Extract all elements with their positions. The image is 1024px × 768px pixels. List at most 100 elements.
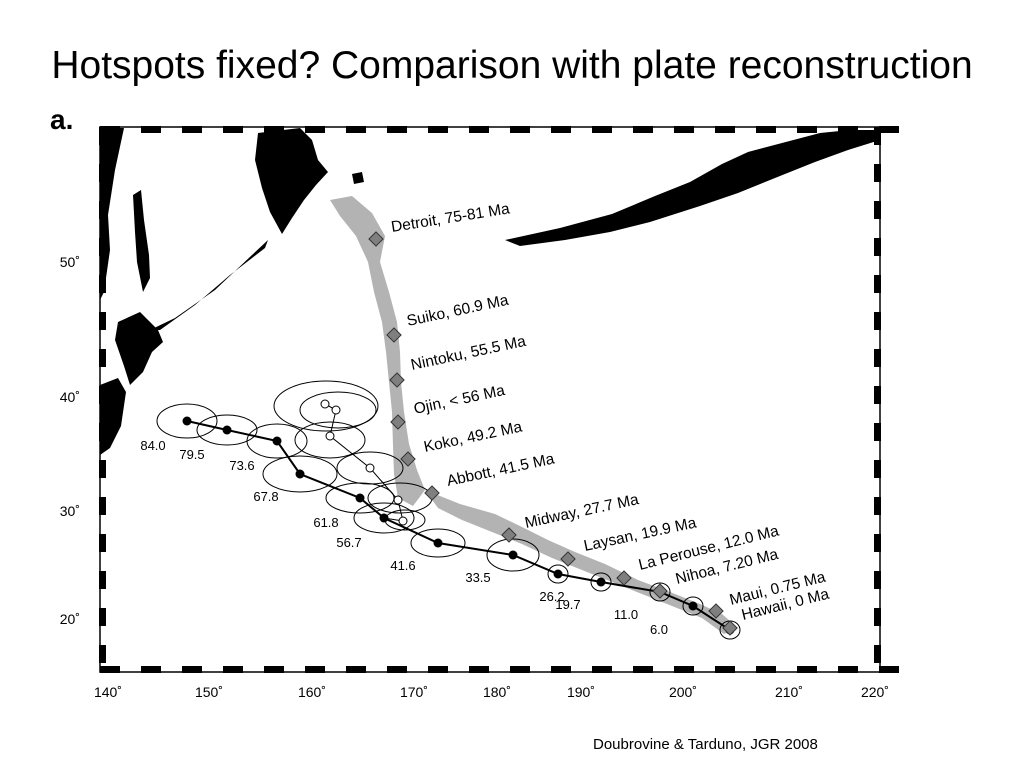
x-tick-label: 210˚ (775, 684, 803, 700)
frame-dash (141, 666, 161, 673)
x-tick-label: 170˚ (400, 684, 428, 700)
frame-dashes (99, 126, 899, 673)
frame-dash (874, 349, 881, 367)
kuril-islands (150, 240, 268, 330)
site-marker-icon (389, 372, 405, 388)
uncertainty-ellipse (649, 582, 671, 602)
frame-dash (551, 126, 571, 133)
frame-dash (223, 126, 243, 133)
age-label: 67.8 (253, 489, 278, 504)
site-label: Koko, 49.2 Ma (422, 418, 524, 455)
plate-reconstruction-tracks: 84.0 79.5 73.6 67.8 61.8 56.7 41.6 33.5 26.219.7… (140, 380, 741, 640)
frame-dash (874, 201, 881, 219)
hokkaido-land (115, 312, 163, 385)
site-marker-icon (560, 551, 576, 567)
frame-dash (469, 126, 489, 133)
frame-dash (874, 275, 881, 293)
site-label: Detroit, 75-81 Ma (390, 200, 511, 236)
frame-dash (756, 666, 776, 673)
frame-dash (182, 666, 202, 673)
age-label: 33.5 (465, 570, 490, 585)
frame-dash (674, 126, 694, 133)
frame-dash (428, 666, 448, 673)
sakhalin-land (133, 190, 150, 292)
frame-dash (874, 423, 881, 441)
frame-dash (797, 126, 817, 133)
uncertainty-ellipse (273, 380, 379, 432)
axis-ticks: 140˚ 150˚ 160˚ 170˚ 180˚ 190˚ 200˚ 210˚ 220˚ 20˚ 3… (60, 254, 889, 700)
frame-dash (874, 608, 881, 626)
komandorski-islands (352, 172, 364, 184)
track-point (433, 538, 443, 548)
x-tick-label: 160˚ (298, 684, 326, 700)
site-marker-icon (652, 583, 668, 599)
frame-dash (305, 666, 325, 673)
frame-dash (633, 126, 653, 133)
age-label: 61.8 (313, 515, 338, 530)
frame-dash (756, 126, 776, 133)
y-tick-label: 50˚ (60, 254, 80, 270)
y-tick-label: 20˚ (60, 611, 80, 627)
track-point (295, 469, 305, 479)
x-tick-label: 190˚ (567, 684, 595, 700)
age-label: 79.5 (179, 447, 204, 462)
asia-land (100, 128, 124, 300)
x-tick-label: 150˚ (195, 684, 223, 700)
frame-dash (99, 312, 106, 330)
age-label: 84.0 (140, 438, 165, 453)
track-point (355, 493, 365, 503)
frame-dash (879, 666, 899, 673)
frame-dash (510, 126, 530, 133)
citation-credit: Doubrovine & Tarduno, JGR 2008 (593, 736, 818, 753)
open-track-point (320, 399, 330, 409)
frame-dash (99, 645, 106, 663)
frame-dash (469, 666, 489, 673)
open-track-point (393, 495, 403, 505)
frame-dash (223, 666, 243, 673)
site-label: Nintoku, 55.5 Ma (409, 333, 528, 374)
uncertainty-ellipse (410, 528, 466, 558)
site-marker-icon (722, 620, 738, 636)
site-marker-icon (501, 527, 517, 543)
uncertainty-ellipse (196, 414, 258, 446)
frame-dash (674, 666, 694, 673)
frame-dash (838, 126, 858, 133)
uncertainty-ellipse (590, 572, 612, 592)
frame-dash (874, 645, 881, 663)
site-marker-icon (424, 485, 440, 501)
uncertainty-ellipse (262, 455, 338, 493)
frame-dash (874, 238, 881, 256)
frame-dash (874, 164, 881, 182)
frame-dash (387, 666, 407, 673)
uncertainty-ellipse (336, 451, 404, 485)
aleutians-alaska-land (505, 130, 880, 246)
site-marker-icon (616, 570, 632, 586)
age-label: 26.2 (539, 589, 564, 604)
frame-dash (99, 349, 106, 367)
uncertainty-ellipse (299, 391, 377, 429)
honshu-land (100, 378, 126, 455)
frame-dash (874, 460, 881, 478)
frame-dash (551, 666, 571, 673)
frame-dash (182, 126, 202, 133)
age-label: 56.7 (336, 535, 361, 550)
uncertainty-ellipse (246, 423, 308, 459)
x-tick-label: 180˚ (483, 684, 511, 700)
frame-dash (592, 126, 612, 133)
uncertainty-ellipse (294, 421, 366, 459)
site-marker-icon (386, 327, 402, 343)
frame-dash (428, 126, 448, 133)
age-label: 73.6 (229, 458, 254, 473)
frame-dash (592, 666, 612, 673)
age-label: 6.0 (650, 622, 668, 637)
emperor-chain (330, 196, 425, 506)
track-point (553, 569, 563, 579)
site-marker-icon (368, 231, 384, 247)
track-point (272, 436, 282, 446)
age-label: 11.0 (614, 607, 638, 622)
frame-dash (264, 666, 284, 673)
frame-dash (99, 608, 106, 626)
open-track-point (398, 516, 408, 526)
track-point (596, 577, 606, 587)
